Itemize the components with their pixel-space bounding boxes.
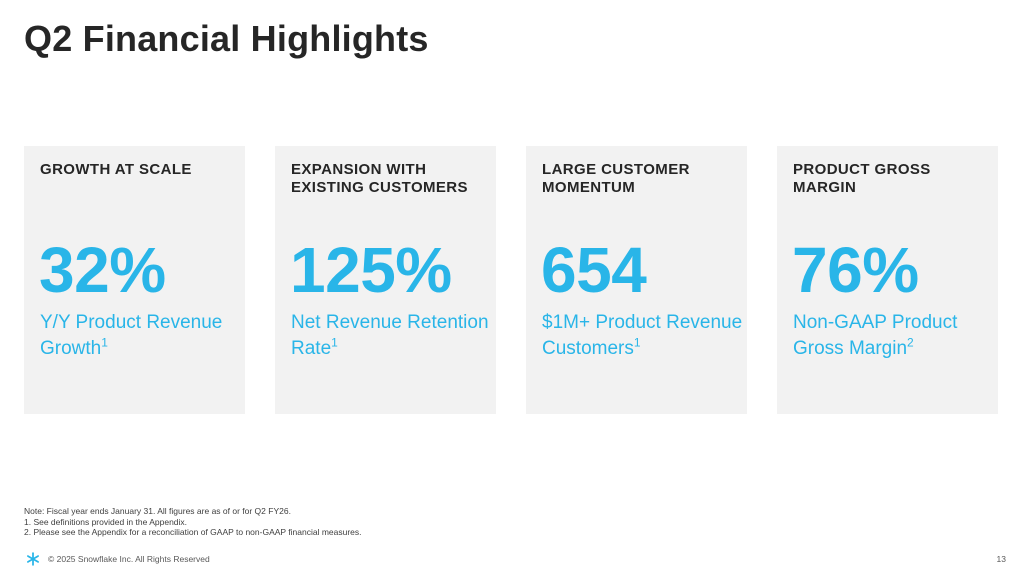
card-value: 32% (39, 234, 166, 306)
footnote-ref: 1 (633, 335, 641, 350)
card-description: Net Revenue Retention Rate1 (291, 310, 501, 362)
footnote-ref: 1 (101, 335, 108, 350)
card-expansion: EXPANSION WITH EXISTING CUSTOMERS 125% N… (275, 146, 496, 414)
card-growth-at-scale: GROWTH AT SCALE 32% Y/Y Product Revenue … (24, 146, 245, 414)
footnote-note: Note: Fiscal year ends January 31. All f… (24, 506, 291, 516)
footnote-2: 2. Please see the Appendix for a reconci… (24, 527, 362, 537)
footnote-ref: 2 (907, 335, 914, 350)
card-heading: LARGE CUSTOMER MOMENTUM (542, 161, 690, 196)
footnote-ref: 1 (331, 335, 338, 350)
card-description: Y/Y Product Revenue Growth1 (40, 310, 250, 362)
footnote-1: 1. See definitions provided in the Appen… (24, 516, 188, 527)
card-description-text: $1M+ Product Revenue Customers (542, 312, 743, 359)
card-description-text: Y/Y Product Revenue Growth (40, 312, 223, 359)
card-description-text: Net Revenue Retention Rate (291, 312, 489, 359)
card-description-text: Non-GAAP Product Gross Margin (793, 312, 958, 359)
copyright-text: © 2025 Snowflake Inc. All Rights Reserve… (48, 554, 210, 564)
snowflake-icon (27, 552, 39, 566)
card-description: Non-GAAP Product Gross Margin2 (793, 310, 1003, 362)
card-heading: PRODUCT GROSS MARGIN (793, 161, 931, 196)
card-large-customer-momentum: LARGE CUSTOMER MOMENTUM 654 $1M+ Product… (526, 146, 747, 414)
page-number: 13 (996, 554, 1006, 564)
card-value: 76% (792, 234, 919, 306)
card-description: $1M+ Product Revenue Customers1 (542, 310, 752, 362)
card-value: 125% (290, 234, 452, 306)
card-value: 654 (541, 234, 647, 306)
slide-title: Q2 Financial Highlights (24, 18, 429, 59)
card-heading: EXPANSION WITH EXISTING CUSTOMERS (291, 161, 468, 196)
card-product-gross-margin: PRODUCT GROSS MARGIN 76% Non-GAAP Produc… (777, 146, 998, 414)
card-heading: GROWTH AT SCALE (40, 161, 192, 178)
footnotes: Note: Fiscal year ends January 31. All f… (24, 506, 362, 538)
